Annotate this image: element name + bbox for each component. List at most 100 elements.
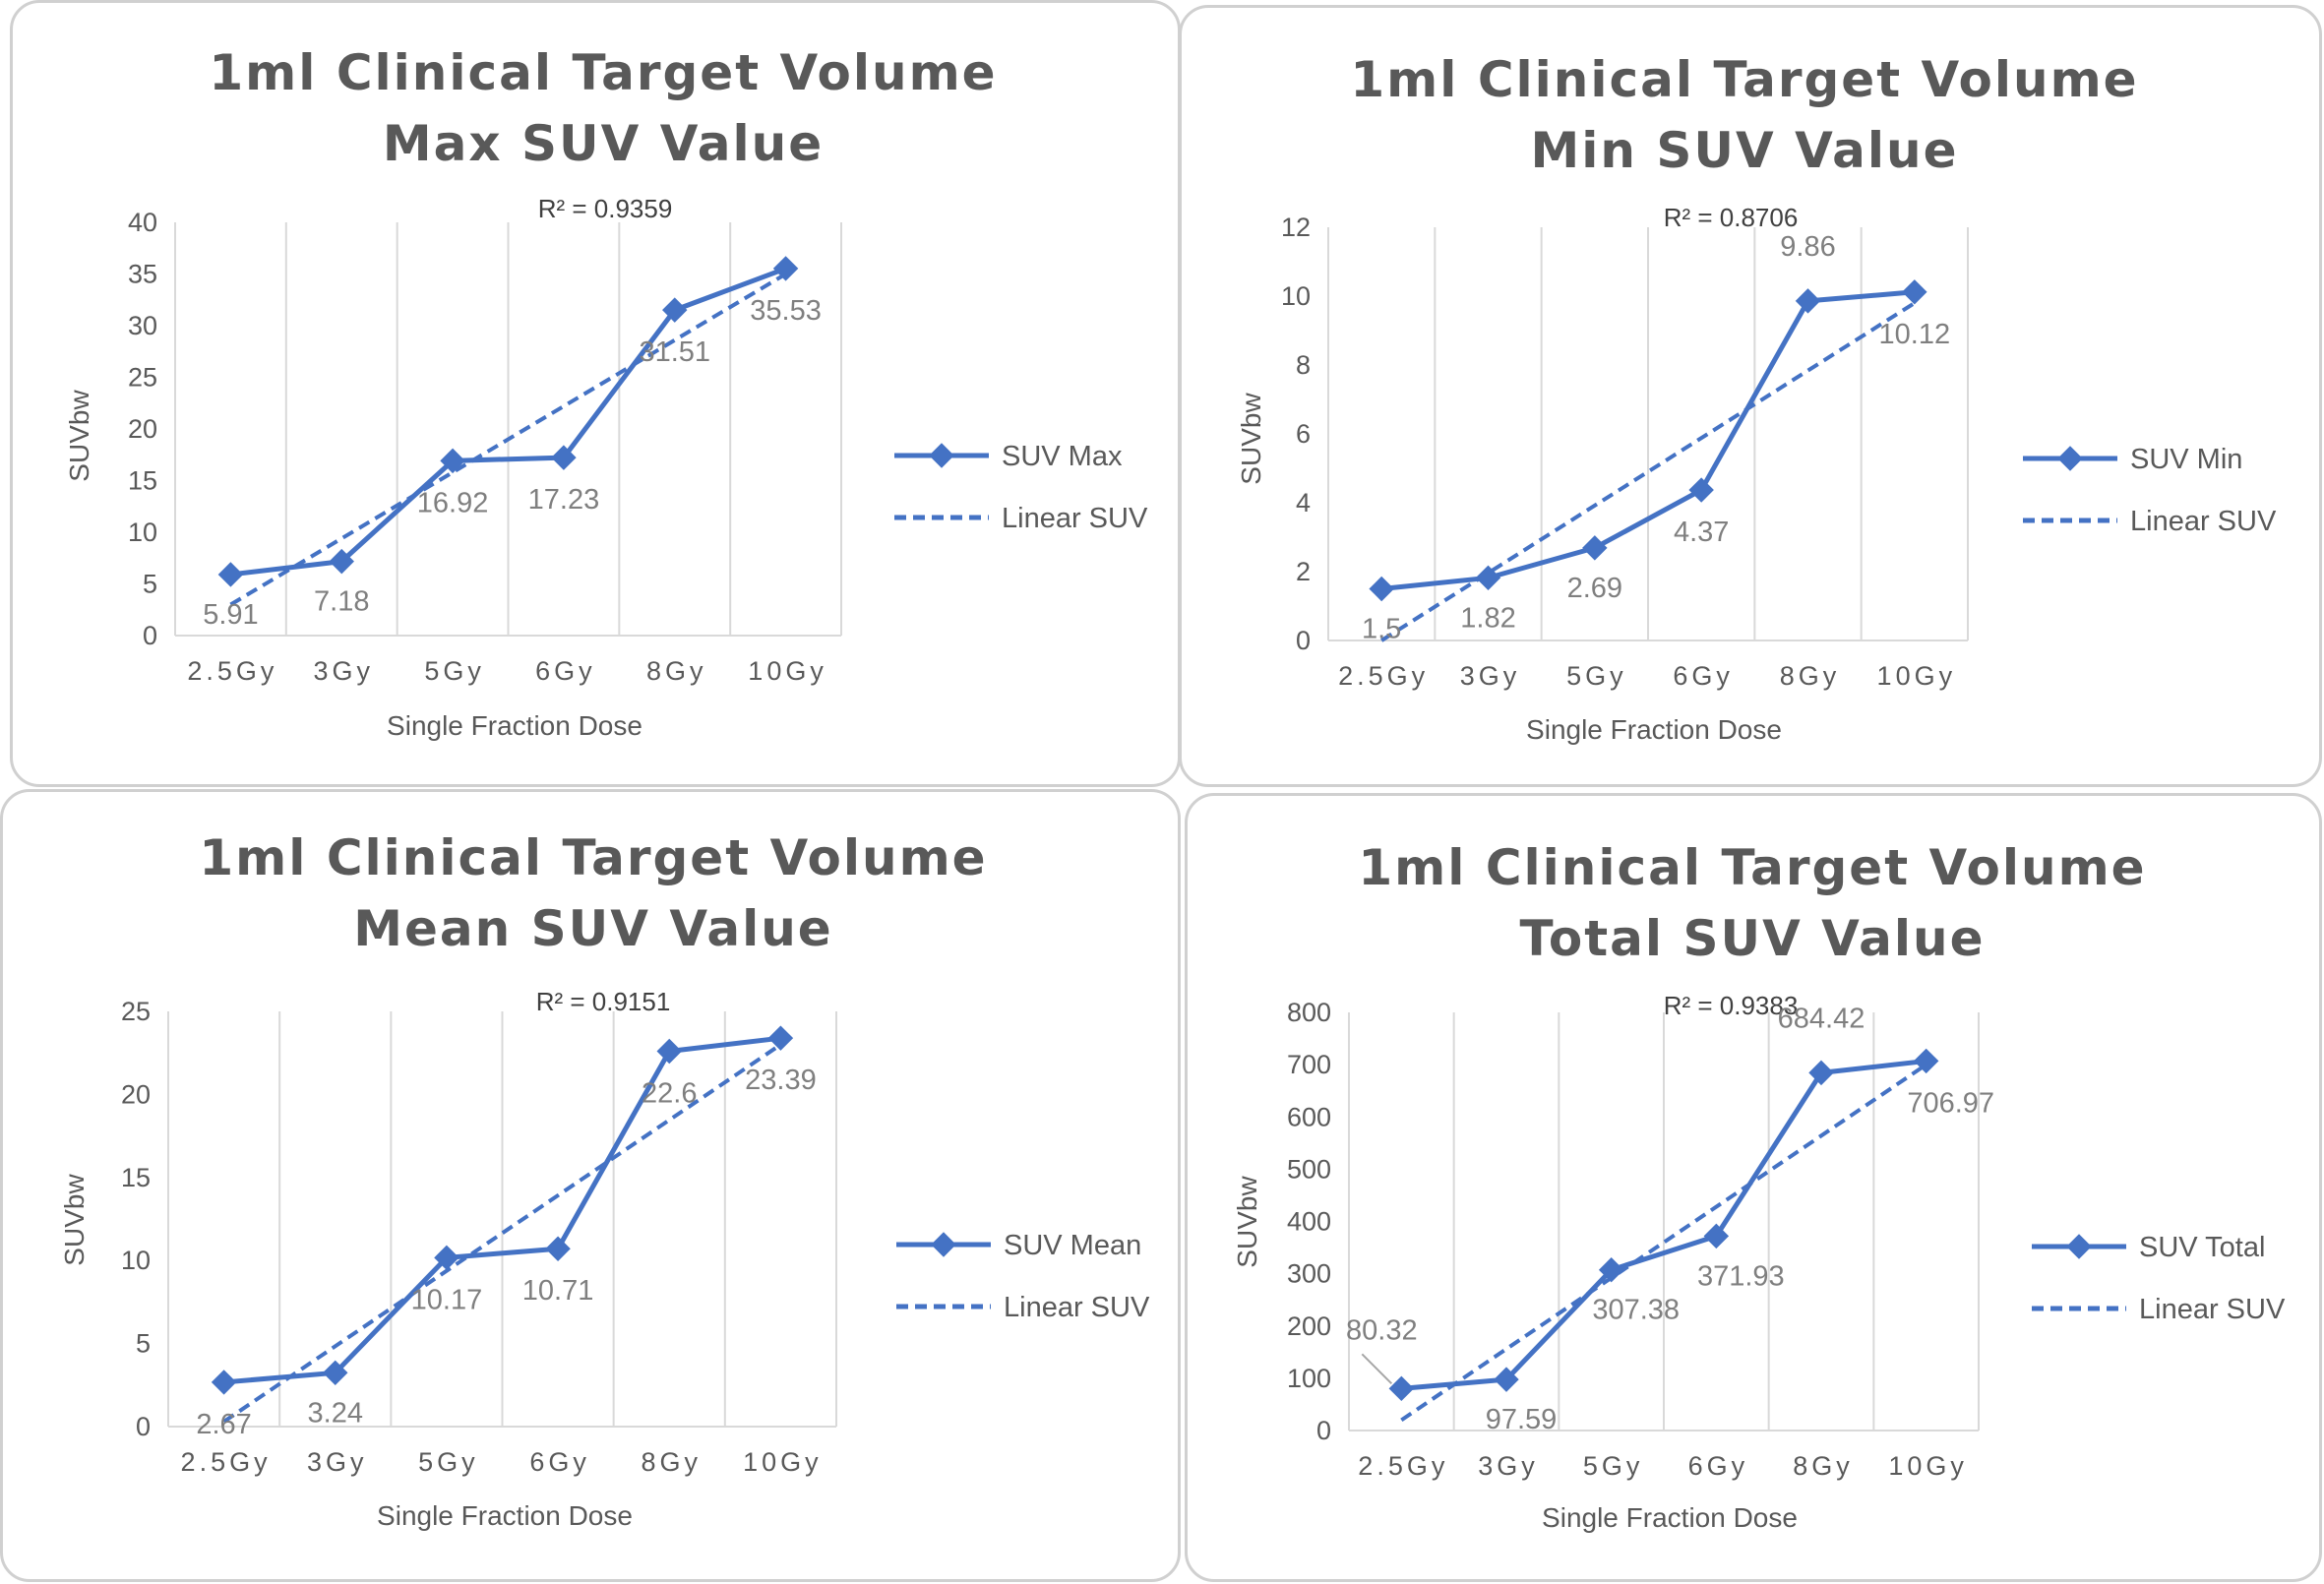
y-tick-label: 0 <box>143 621 157 650</box>
r-squared-label: R² = 0.8706 <box>1664 203 1799 232</box>
y-axis-title: SUVbw <box>64 390 94 482</box>
y-tick-label: 4 <box>1296 488 1311 518</box>
y-tick-label: 15 <box>121 1163 151 1192</box>
data-point-marker <box>1902 279 1927 305</box>
data-point-marker <box>1582 535 1608 561</box>
y-tick-label: 0 <box>1316 1416 1331 1445</box>
data-label: 706.97 <box>1907 1087 1994 1119</box>
data-label: 1.5 <box>1362 614 1401 645</box>
legend: SUV Max Linear SUV <box>894 441 1148 534</box>
data-point-marker <box>1688 477 1714 503</box>
data-label: 5.91 <box>203 599 258 631</box>
y-tick-label: 800 <box>1287 998 1331 1027</box>
data-point-marker <box>551 445 577 470</box>
series-line <box>1380 289 1916 591</box>
y-tick-label: 20 <box>121 1079 151 1109</box>
chart-panel-max: 1ml Clinical Target Volume Max SUV Value… <box>10 0 1181 787</box>
x-tick-label: 10Gy <box>743 1447 823 1477</box>
legend-trendline-label: Linear SUV <box>1004 1292 1150 1323</box>
y-tick-label: 10 <box>1281 281 1311 311</box>
data-label: 7.18 <box>314 586 369 618</box>
x-axis-title: Single Fraction Dose <box>387 710 642 741</box>
y-tick-label: 10 <box>128 518 157 547</box>
y-tick-label: 0 <box>136 1412 151 1441</box>
x-tick-label: 8Gy <box>1793 1451 1854 1481</box>
x-tick-label: 2.5Gy <box>1358 1451 1448 1481</box>
x-tick-label: 5Gy <box>1566 661 1627 691</box>
y-tick-label: 0 <box>1296 626 1311 655</box>
chart-panel-mean: 1ml Clinical Target Volume Mean SUV Valu… <box>0 789 1181 1582</box>
y-axis-title: SUVbw <box>1232 1176 1262 1268</box>
data-point-marker <box>1913 1048 1939 1074</box>
chart-panel-min: 1ml Clinical Target Volume Min SUV Value… <box>1179 5 2322 787</box>
y-tick-label: 400 <box>1287 1207 1331 1237</box>
data-label: 1.82 <box>1460 602 1515 634</box>
data-label: 371.93 <box>1697 1260 1785 1292</box>
x-tick-label: 5Gy <box>1583 1451 1644 1481</box>
chart-title-line-2: Mean SUV Value <box>353 900 832 957</box>
y-tick-label: 10 <box>121 1246 151 1275</box>
legend-trendline-label: Linear SUV <box>2139 1294 2286 1325</box>
data-point-marker <box>329 548 354 575</box>
legend: SUV Total Linear SUV <box>2032 1232 2286 1325</box>
chart-title-line-2: Min SUV Value <box>1531 122 1959 179</box>
data-point-marker <box>211 1370 237 1395</box>
series-line <box>230 266 787 578</box>
x-tick-label: 3Gy <box>1460 661 1521 691</box>
chart-title-line-1: 1ml Clinical Target Volume <box>199 829 987 886</box>
chart-svg-mean: 1ml Clinical Target Volume Mean SUV Valu… <box>59 829 1150 1531</box>
data-point-marker <box>545 1236 571 1261</box>
y-tick-label: 8 <box>1296 350 1311 380</box>
data-point-marker <box>662 297 688 323</box>
y-tick-label: 15 <box>128 466 157 496</box>
series-line <box>1401 1058 1926 1391</box>
label-leader-line <box>1361 1353 1393 1385</box>
x-tick-label: 8Gy <box>641 1447 702 1477</box>
chart-title-line-1: 1ml Clinical Target Volume <box>209 44 997 101</box>
data-label: 10.12 <box>1879 319 1951 350</box>
data-point-marker <box>323 1360 348 1386</box>
data-point-marker <box>440 448 465 474</box>
y-tick-label: 200 <box>1287 1311 1331 1341</box>
y-tick-label: 600 <box>1287 1102 1331 1131</box>
plot-area: 0 100 200 300 400 500 600 700 800 2.5Gy 3Gy 5Gy 6Gy 8… <box>1287 998 1994 1481</box>
chart-svg-total: 1ml Clinical Target Volume Total SUV Val… <box>1232 839 2286 1533</box>
legend: SUV Mean Linear SUV <box>896 1230 1150 1323</box>
x-tick-label: 6Gy <box>535 656 596 686</box>
x-tick-label: 5Gy <box>418 1447 479 1477</box>
trendline <box>229 272 787 607</box>
legend-series-label: SUV Total <box>2139 1232 2265 1263</box>
data-label: 684.42 <box>1778 1003 1865 1034</box>
data-point-marker <box>767 1025 794 1051</box>
data-label: 16.92 <box>417 487 489 518</box>
y-tick-label: 100 <box>1287 1364 1331 1393</box>
chart-panel-total: 1ml Clinical Target Volume Total SUV Val… <box>1185 793 2322 1582</box>
data-point-marker <box>1795 288 1821 314</box>
data-label: 80.32 <box>1346 1314 1418 1346</box>
data-point-marker <box>434 1245 459 1271</box>
y-axis-title: SUVbw <box>1236 393 1266 485</box>
x-tick-label: 10Gy <box>748 656 827 686</box>
chart-svg-min: 1ml Clinical Target Volume Min SUV Value… <box>1236 51 2277 745</box>
x-tick-label: 8Gy <box>1780 661 1841 691</box>
data-label: 23.39 <box>745 1065 817 1096</box>
legend-series-marker <box>931 1232 956 1257</box>
y-tick-label: 40 <box>128 208 157 237</box>
data-label: 31.51 <box>639 336 710 368</box>
x-tick-label: 3Gy <box>307 1447 368 1477</box>
y-tick-label: 500 <box>1287 1154 1331 1184</box>
trendline <box>1380 301 1916 642</box>
y-tick-label: 20 <box>128 414 157 444</box>
y-axis-title: SUVbw <box>59 1174 90 1266</box>
legend-series-label: SUV Mean <box>1004 1230 1141 1261</box>
chart-title-line-2: Total SUV Value <box>1519 910 1985 967</box>
data-point-marker <box>1703 1223 1730 1249</box>
legend-series-marker <box>2066 1234 2092 1259</box>
y-tick-label: 700 <box>1287 1050 1331 1079</box>
x-tick-label: 5Gy <box>424 656 485 686</box>
legend-series-label: SUV Max <box>1002 441 1123 472</box>
legend-trendline-label: Linear SUV <box>2130 506 2277 537</box>
series-line <box>223 1035 781 1385</box>
legend: SUV Min Linear SUV <box>2023 444 2277 537</box>
y-tick-label: 5 <box>143 570 157 599</box>
